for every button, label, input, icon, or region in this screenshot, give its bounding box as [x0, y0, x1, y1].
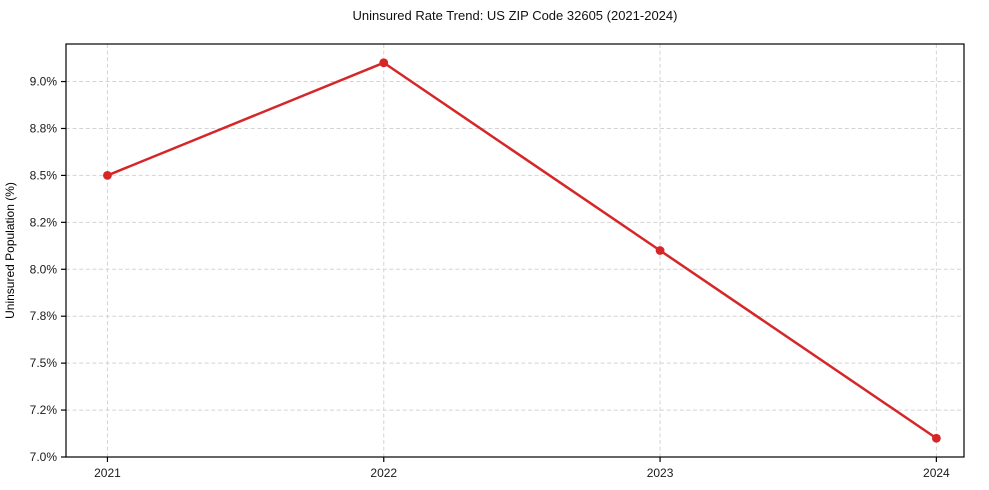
- trend-line: [106, 61, 938, 440]
- x-tick-label: 2021: [94, 466, 121, 480]
- y-tick-label: 7.5%: [30, 356, 58, 370]
- plot-frame: [65, 43, 965, 458]
- y-tick-label: 8.0%: [30, 262, 58, 276]
- data-point-2022: [379, 58, 389, 68]
- gridlines: [66, 44, 964, 458]
- y-axis-label: Uninsured Population (%): [3, 182, 17, 319]
- data-series: [103, 58, 941, 443]
- y-tick-label: 8.5%: [30, 168, 58, 182]
- data-point-2021: [103, 171, 112, 180]
- tick-labels: 7.0% 7.2% 7.5% 7.8% 8.0% 8.2% 8.5% 8.8% 9.0% 2021…: [30, 75, 950, 480]
- y-tick-label: 7.2%: [30, 403, 58, 417]
- chart-title: Uninsured Rate Trend: US ZIP Code 32605 …: [352, 8, 678, 23]
- data-point-2024: [931, 433, 941, 443]
- y-tick-label: 9.0%: [30, 75, 58, 89]
- x-tick-label: 2024: [923, 466, 950, 480]
- y-tick-label: 7.0%: [30, 450, 58, 464]
- x-tick-label: 2022: [370, 466, 397, 480]
- y-tick-label: 8.2%: [30, 215, 58, 229]
- axes: [61, 43, 965, 462]
- y-tick-label: 7.8%: [30, 309, 58, 323]
- x-tick-label: 2023: [647, 466, 674, 480]
- y-tick-label: 8.8%: [30, 121, 58, 135]
- data-point-2023: [655, 246, 665, 255]
